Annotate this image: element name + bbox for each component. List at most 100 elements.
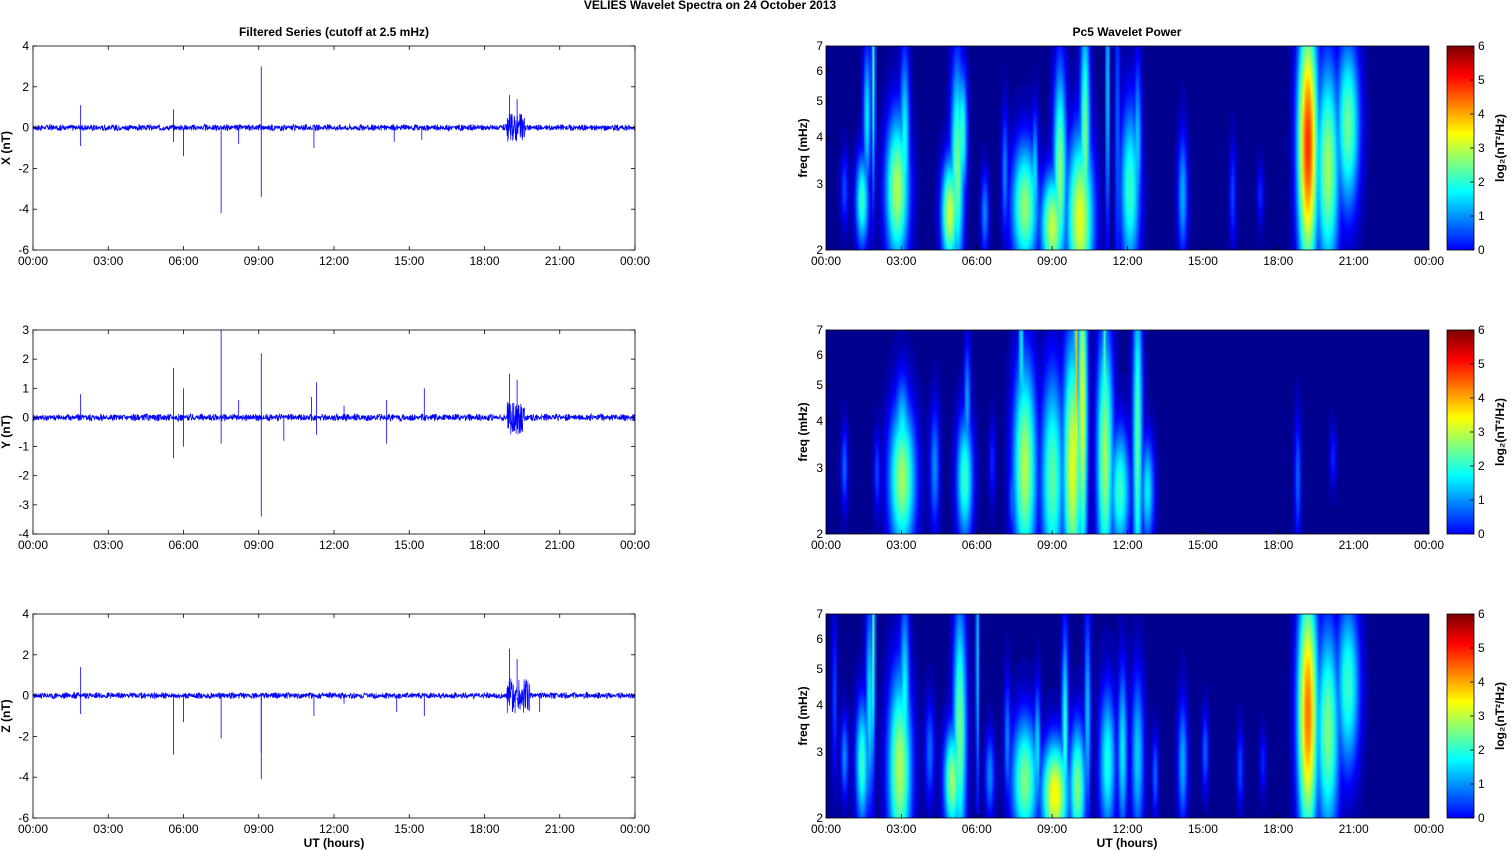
y-tick-label: -6 bbox=[18, 811, 29, 825]
y-tick-label: 2 bbox=[22, 352, 29, 366]
x-tick-label: 12:00 bbox=[1112, 254, 1142, 268]
x-tick-label: 09:00 bbox=[1037, 254, 1067, 268]
x-tick-label: 15:00 bbox=[1188, 822, 1218, 836]
colorbar-tick-label: 5 bbox=[1478, 73, 1485, 87]
y-axis-label: freq (mHz) bbox=[796, 402, 810, 461]
series-line-y bbox=[32, 402, 636, 435]
x-tick-label: 21:00 bbox=[545, 538, 575, 552]
colorbar-tick-label: 6 bbox=[1478, 39, 1485, 53]
x-tick-label: 06:00 bbox=[168, 538, 198, 552]
colorbar-tick-label: 2 bbox=[1478, 743, 1485, 757]
x-tick-label: 00:00 bbox=[620, 538, 650, 552]
y-tick-label: 4 bbox=[22, 39, 29, 53]
colorbar bbox=[1447, 614, 1474, 818]
left-x-axis-label: UT (hours) bbox=[304, 836, 365, 850]
y-tick-label: 5 bbox=[816, 378, 823, 392]
panels-group: -6 -4 -2 0 2 4 00:00 03:00 06:00 09:00 12:00 15:00 1… bbox=[0, 39, 1507, 836]
x-tick-label: 21:00 bbox=[545, 822, 575, 836]
x-tick-label: 00:00 bbox=[620, 254, 650, 268]
x-tick-label: 06:00 bbox=[962, 822, 992, 836]
x-tick-label: 03:00 bbox=[886, 538, 916, 552]
right-column-title: Pc5 Wavelet Power bbox=[1073, 25, 1182, 39]
y-tick-label: -1 bbox=[18, 440, 29, 454]
x-tick-label: 03:00 bbox=[886, 822, 916, 836]
plot-area bbox=[33, 46, 635, 250]
x-tick-label: 12:00 bbox=[1112, 538, 1142, 552]
colorbar bbox=[1447, 46, 1474, 250]
y-tick-label: 0 bbox=[22, 689, 29, 703]
y-tick-label: 6 bbox=[816, 632, 823, 646]
colorbar-tick-label: 2 bbox=[1478, 459, 1485, 473]
y-tick-label: 5 bbox=[816, 662, 823, 676]
y-tick-label: 2 bbox=[22, 80, 29, 94]
y-axis-label: Z (nT) bbox=[0, 699, 13, 732]
x-tick-label: 09:00 bbox=[244, 254, 274, 268]
x-tick-label: 06:00 bbox=[168, 254, 198, 268]
colorbar-tick-label: 0 bbox=[1478, 243, 1485, 257]
x-tick-label: 09:00 bbox=[244, 538, 274, 552]
x-tick-label: 15:00 bbox=[1188, 254, 1218, 268]
colorbar-tick-label: 4 bbox=[1478, 107, 1485, 121]
plot-area bbox=[33, 330, 635, 534]
y-tick-label: 2 bbox=[22, 648, 29, 662]
timeseries-panel-x: -6 -4 -2 0 2 4 00:00 03:00 06:00 09:00 12:00 15:00 1… bbox=[0, 39, 650, 268]
y-tick-label: 0 bbox=[22, 121, 29, 135]
x-tick-label: 00:00 bbox=[620, 822, 650, 836]
x-tick-label: 00:00 bbox=[18, 822, 48, 836]
y-axis-label: X (nT) bbox=[0, 131, 13, 165]
x-tick-label: 15:00 bbox=[1188, 538, 1218, 552]
x-tick-label: 09:00 bbox=[244, 822, 274, 836]
x-tick-label: 18:00 bbox=[469, 254, 499, 268]
x-tick-label: 18:00 bbox=[469, 822, 499, 836]
heatmap-image bbox=[826, 330, 1429, 534]
y-tick-label: 2 bbox=[816, 243, 823, 257]
colorbar-tick-label: 2 bbox=[1478, 175, 1485, 189]
x-tick-label: 03:00 bbox=[93, 538, 123, 552]
colorbar-tick-label: 0 bbox=[1478, 811, 1485, 825]
x-tick-label: 00:00 bbox=[1414, 538, 1444, 552]
timeseries-panel-z: -6 -4 -2 0 2 4 00:00 03:00 06:00 09:00 12:00 15:00 1… bbox=[0, 607, 650, 836]
x-tick-label: 00:00 bbox=[811, 538, 841, 552]
y-tick-label: -4 bbox=[18, 527, 29, 541]
y-axis-label: freq (mHz) bbox=[796, 118, 810, 177]
colorbar-tick-label: 1 bbox=[1478, 209, 1485, 223]
series-line-z bbox=[32, 678, 636, 714]
colorbar-tick-label: 5 bbox=[1478, 641, 1485, 655]
colorbar-tick-label: 3 bbox=[1478, 141, 1485, 155]
x-tick-label: 12:00 bbox=[1112, 822, 1142, 836]
y-tick-label: 2 bbox=[816, 811, 823, 825]
x-tick-label: 12:00 bbox=[319, 822, 349, 836]
colorbar-label: log₂(nT²/Hz) bbox=[1493, 398, 1507, 466]
x-tick-label: 06:00 bbox=[168, 822, 198, 836]
x-tick-label: 03:00 bbox=[93, 254, 123, 268]
y-tick-label: 5 bbox=[816, 94, 823, 108]
x-tick-label: 09:00 bbox=[1037, 538, 1067, 552]
y-tick-label: -2 bbox=[18, 469, 29, 483]
y-tick-label: 2 bbox=[816, 527, 823, 541]
y-tick-label: -4 bbox=[18, 202, 29, 216]
colorbar-tick-label: 1 bbox=[1478, 777, 1485, 791]
x-tick-label: 18:00 bbox=[1263, 254, 1293, 268]
y-tick-label: 3 bbox=[22, 323, 29, 337]
x-tick-label: 06:00 bbox=[962, 538, 992, 552]
y-tick-label: 7 bbox=[816, 607, 823, 621]
colorbar bbox=[1447, 330, 1474, 534]
x-tick-label: 00:00 bbox=[811, 822, 841, 836]
y-tick-label: -2 bbox=[18, 729, 29, 743]
y-tick-label: -2 bbox=[18, 161, 29, 175]
timeseries-panel-y: -4 -3 -2 -1 0 1 2 3 00:00 03:00 06:00 09:00 12:00 15:… bbox=[0, 323, 650, 552]
x-tick-label: 00:00 bbox=[18, 538, 48, 552]
plot-area bbox=[33, 614, 635, 818]
colorbar-tick-label: 4 bbox=[1478, 391, 1485, 405]
y-tick-label: 4 bbox=[816, 130, 823, 144]
y-tick-label: 4 bbox=[816, 414, 823, 428]
y-tick-label: 1 bbox=[22, 381, 29, 395]
x-tick-label: 15:00 bbox=[394, 822, 424, 836]
x-tick-label: 21:00 bbox=[1339, 822, 1369, 836]
y-tick-label: -6 bbox=[18, 243, 29, 257]
x-tick-label: 18:00 bbox=[1263, 538, 1293, 552]
series-line-x bbox=[32, 113, 636, 142]
colorbar-tick-label: 4 bbox=[1478, 675, 1485, 689]
x-tick-label: 00:00 bbox=[811, 254, 841, 268]
y-tick-label: 4 bbox=[816, 698, 823, 712]
